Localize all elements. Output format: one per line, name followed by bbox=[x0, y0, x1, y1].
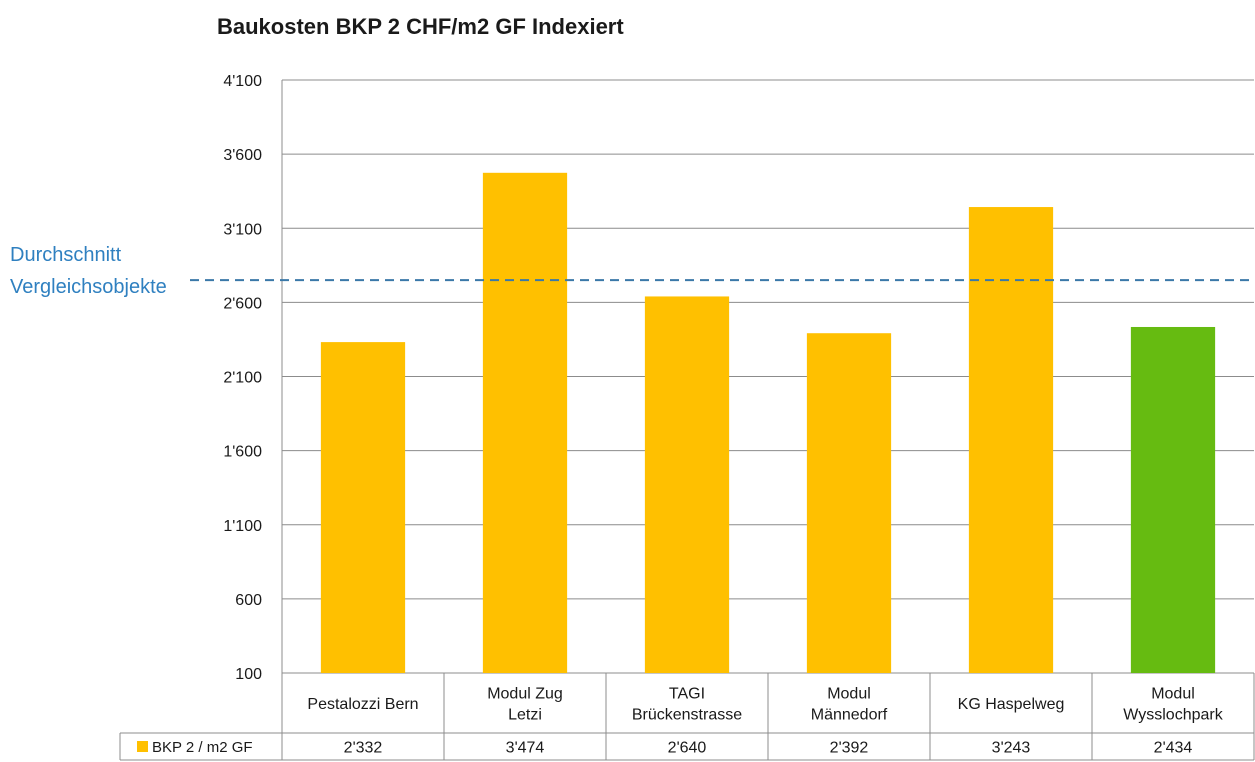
y-axis: 100 600 1'100 1'600 2'100 2'600 3'100 3'600 4'10… bbox=[223, 73, 283, 760]
y-tick-label: 2'100 bbox=[223, 370, 262, 387]
y-tick-label: 2'600 bbox=[223, 295, 262, 312]
data-label: 2'640 bbox=[668, 740, 707, 757]
average-reference: Durchschnitt Vergleichsobjekte bbox=[10, 244, 1254, 298]
legend-label: BKP 2 / m2 GF bbox=[152, 739, 253, 756]
category-label: Pestalozzi Bern bbox=[307, 696, 418, 713]
bars bbox=[320, 172, 1216, 674]
y-tick-label: 100 bbox=[235, 666, 262, 683]
data-label: 2'332 bbox=[344, 740, 383, 757]
bar bbox=[1130, 326, 1216, 673]
bar bbox=[806, 333, 892, 673]
category-label: Modul bbox=[1151, 686, 1195, 703]
chart-title: Baukosten BKP 2 CHF/m2 GF Indexiert bbox=[217, 14, 624, 39]
category-label: Brückenstrasse bbox=[632, 707, 742, 724]
category-label: KG Haspelweg bbox=[958, 696, 1065, 713]
category-label: Modul bbox=[827, 686, 871, 703]
category-label: Männedorf bbox=[811, 707, 888, 724]
y-tick-label: 3'100 bbox=[223, 221, 262, 238]
bar bbox=[482, 172, 568, 673]
gridlines bbox=[282, 79, 1254, 674]
y-tick-label: 4'100 bbox=[223, 73, 262, 90]
category-label: Wysslochpark bbox=[1123, 707, 1223, 724]
bar bbox=[644, 296, 730, 673]
category-label: Letzi bbox=[508, 707, 542, 724]
average-label: Durchschnitt bbox=[10, 244, 122, 266]
data-label: 2'434 bbox=[1154, 740, 1193, 757]
y-tick-label: 3'600 bbox=[223, 147, 262, 164]
y-tick-label: 600 bbox=[235, 592, 262, 609]
data-label: 3'243 bbox=[992, 740, 1031, 757]
average-label: Vergleichsobjekte bbox=[10, 276, 167, 298]
category-label: TAGI bbox=[669, 686, 705, 703]
y-tick-label: 1'100 bbox=[223, 518, 262, 535]
data-label: 3'474 bbox=[506, 740, 545, 757]
bar bbox=[320, 342, 406, 673]
data-label: 2'392 bbox=[830, 740, 869, 757]
legend-swatch bbox=[137, 741, 148, 752]
category-label: Modul Zug bbox=[487, 686, 563, 703]
data-table: Pestalozzi Bern 2'332 Modul Zug Letzi 3'474 T… bbox=[119, 673, 1255, 761]
bar bbox=[968, 207, 1054, 674]
y-tick-label: 1'600 bbox=[223, 444, 262, 461]
